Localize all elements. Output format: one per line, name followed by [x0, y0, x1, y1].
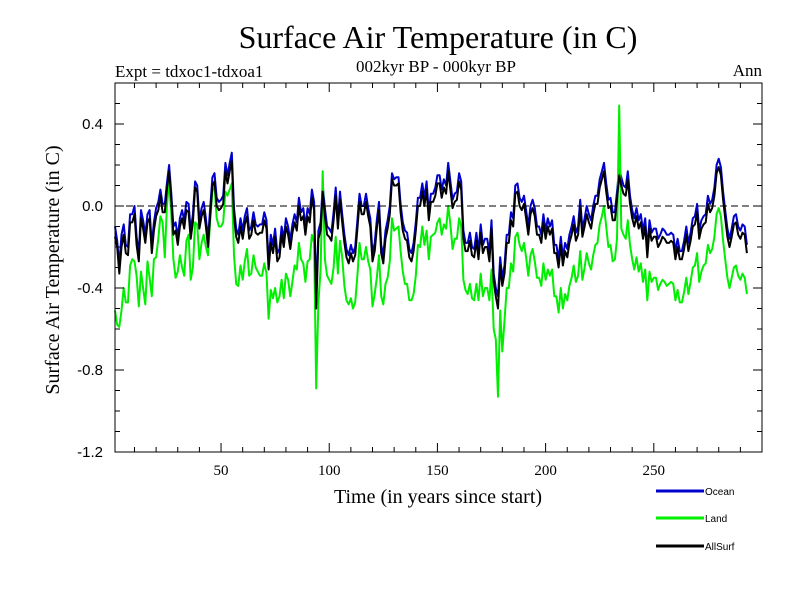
x-tick-label: 200: [534, 463, 557, 479]
y-tick-label: 0.4: [82, 116, 103, 133]
legend-label-ocean: Ocean: [705, 487, 734, 498]
series-line-allsurf: [114, 159, 748, 310]
x-tick-label: 100: [318, 463, 341, 479]
y-axis-label: Surface Air Temperature (in C): [42, 145, 64, 394]
y-tick-label: -0.4: [77, 280, 103, 297]
chart-subtitle: 002kyr BP - 000kyr BP: [356, 57, 516, 76]
chart-title: Surface Air Temperature (in C): [239, 19, 638, 55]
y-tick-label: -1.2: [77, 444, 103, 461]
y-tick-label: -0.8: [77, 362, 103, 379]
experiment-label: Expt = tdxoc1-tdxoa1: [115, 62, 263, 81]
legend-label-land: Land: [705, 514, 727, 525]
x-tick-label: 150: [426, 463, 449, 479]
series-line-ocean: [114, 151, 748, 298]
legend-label-allsurf: AllSurf: [705, 542, 735, 553]
x-tick-label: 250: [643, 463, 666, 479]
legend: Ocean Land AllSurf: [656, 487, 735, 553]
series-line-land: [114, 104, 748, 398]
plot-area: 50 100 150 200 250 -1.2 -0.8 -0.4 0.0 0.4: [77, 82, 763, 479]
plot-frame: [114, 82, 763, 453]
y-tick-label: 0.0: [82, 198, 103, 215]
x-tick-label: 50: [214, 463, 229, 479]
season-label: Ann: [733, 61, 763, 80]
x-axis-label: Time (in years since start): [334, 486, 542, 508]
